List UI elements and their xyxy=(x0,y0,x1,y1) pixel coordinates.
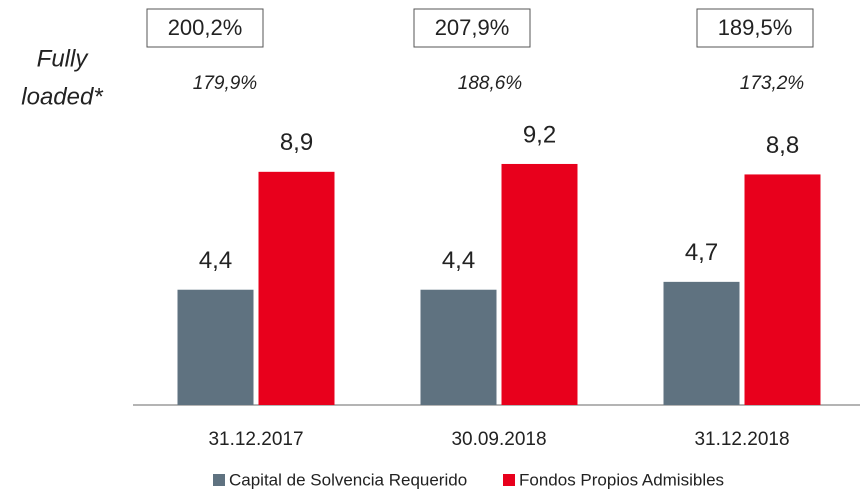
solvency-ratio: 189,5% xyxy=(718,15,793,40)
value-label: 4,4 xyxy=(442,247,475,274)
bar xyxy=(744,174,821,405)
bar xyxy=(177,289,254,405)
bar xyxy=(663,281,740,405)
value-label: 8,9 xyxy=(280,129,313,156)
ratio-box xyxy=(696,8,814,48)
value-label: 4,4 xyxy=(199,247,232,274)
fully-loaded-ratio: 179,9% xyxy=(193,73,258,94)
legend-label: Fondos Propios Admisibles xyxy=(519,470,724,489)
ratio-box xyxy=(413,8,531,48)
legend-swatch xyxy=(503,474,515,486)
legend-label: Capital de Solvencia Requerido xyxy=(229,470,467,489)
solvency-ratio: 207,9% xyxy=(435,15,510,40)
legend-swatch xyxy=(213,474,225,486)
x-tick-label: 30.09.2018 xyxy=(451,429,546,450)
value-label: 4,7 xyxy=(685,239,718,266)
value-label: 8,8 xyxy=(766,132,799,159)
value-label: 9,2 xyxy=(523,121,556,148)
bar xyxy=(501,163,578,405)
bar xyxy=(258,171,335,405)
fully-loaded-ratio: 173,2% xyxy=(740,73,805,94)
ratio-box xyxy=(146,8,264,48)
fully-loaded-label: loaded* xyxy=(21,83,103,110)
fully-loaded-ratio: 188,6% xyxy=(458,73,523,94)
x-tick-label: 31.12.2018 xyxy=(694,429,789,450)
bar xyxy=(420,289,497,405)
fully-loaded-label: Fully xyxy=(37,45,90,72)
solvency-ratio: 200,2% xyxy=(168,15,243,40)
x-tick-label: 31.12.2017 xyxy=(208,429,303,450)
